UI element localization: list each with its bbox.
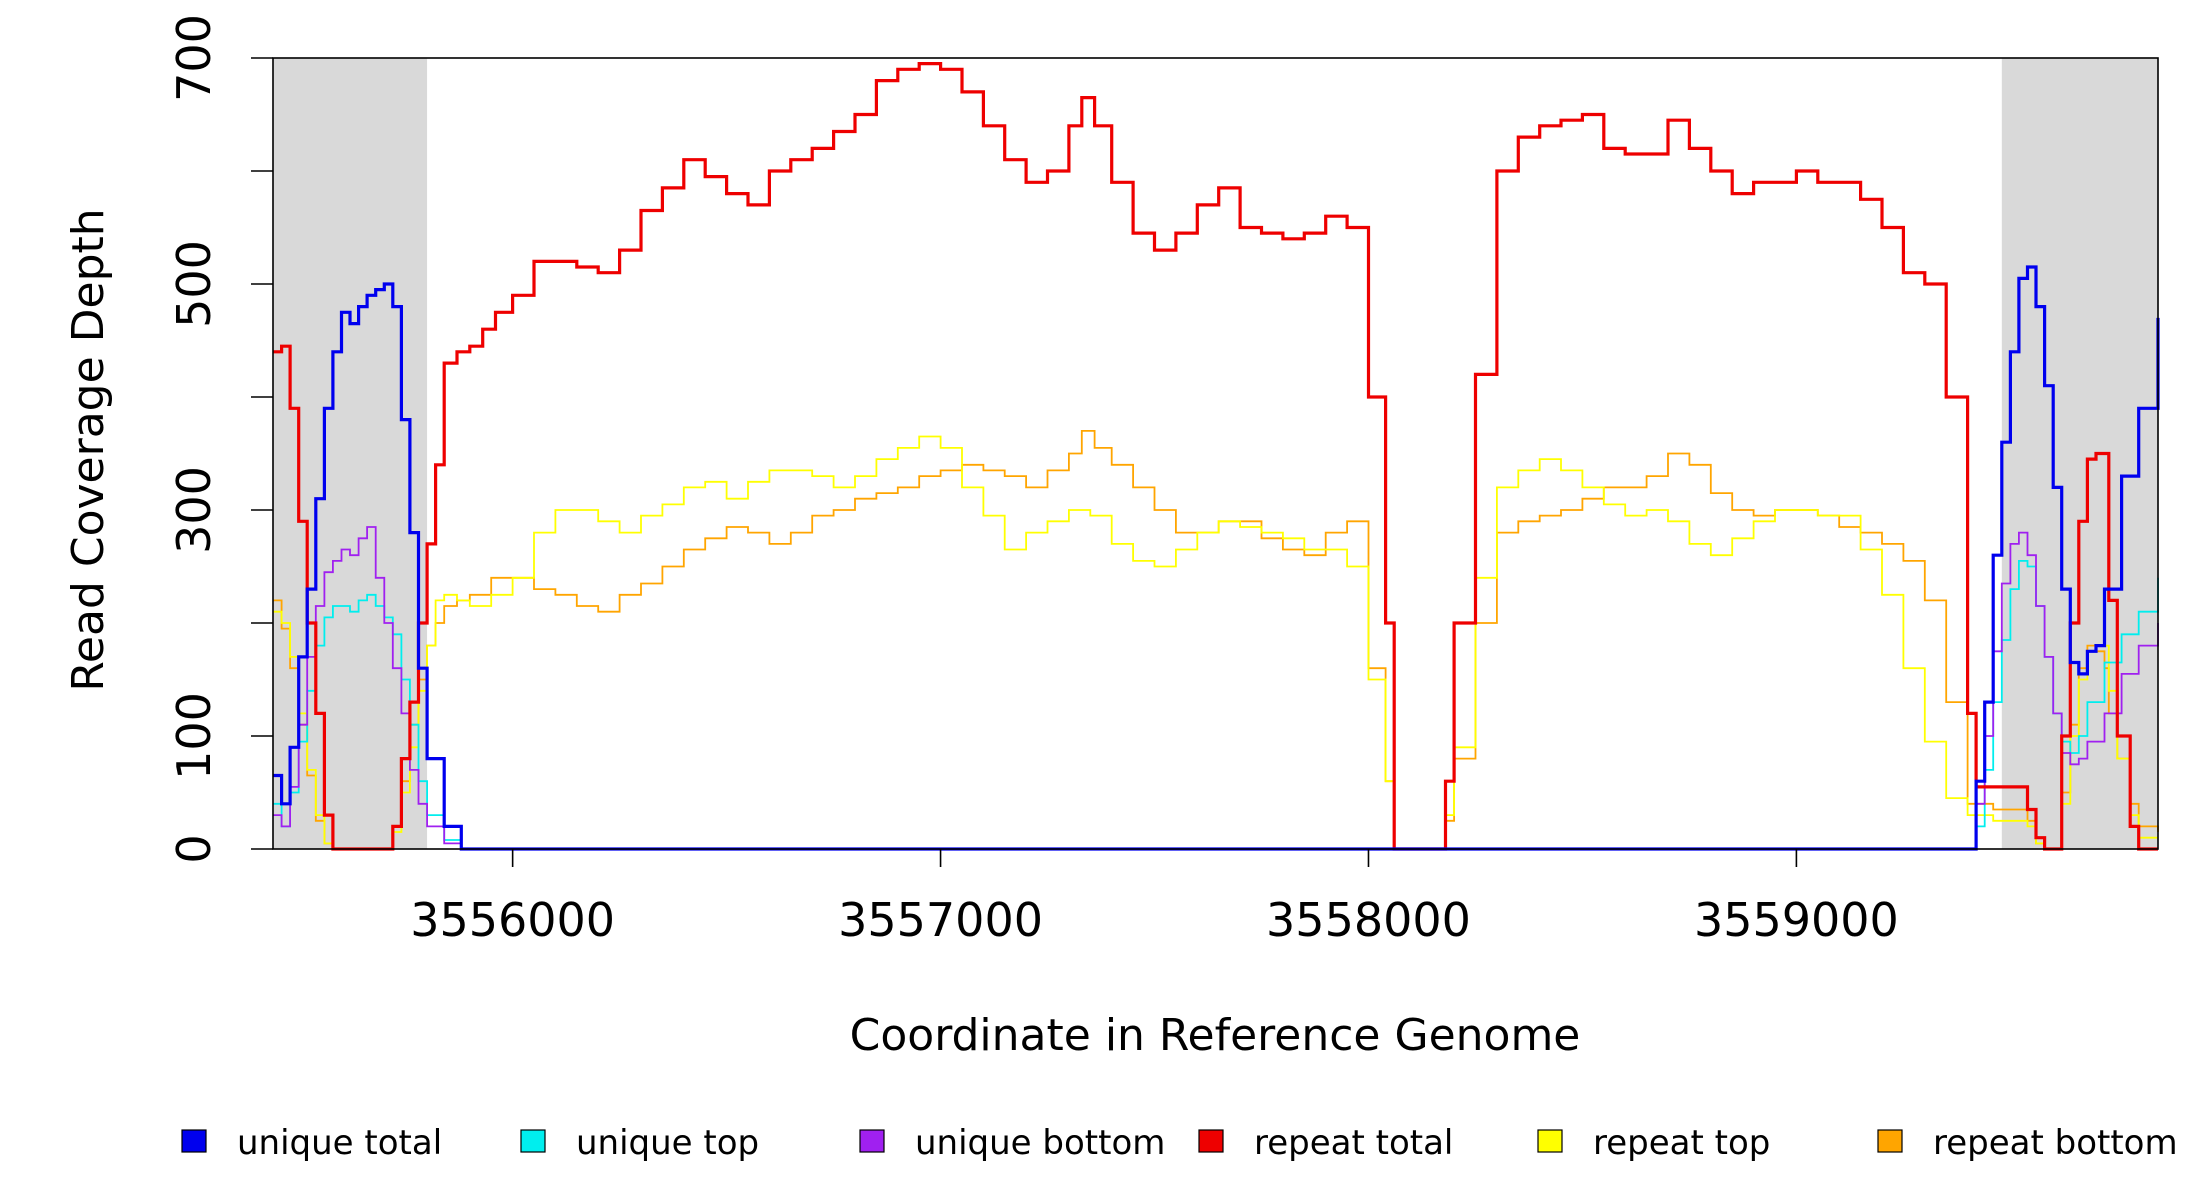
x-tick-label: 3557000 xyxy=(838,893,1043,947)
legend-label: unique bottom xyxy=(915,1123,1165,1163)
legend-item-unique-total: unique total xyxy=(181,1123,442,1163)
x-axis-title: Coordinate in Reference Genome xyxy=(850,1010,1581,1061)
y-axis-title: Read Coverage Depth xyxy=(63,208,114,691)
plot-frame xyxy=(272,57,2159,850)
legend-item-unique-top: unique top xyxy=(520,1123,759,1163)
legend-label: unique total xyxy=(237,1123,442,1163)
legend-item-repeat-total: repeat total xyxy=(1198,1123,1453,1163)
series-line-unique-top xyxy=(273,560,2159,850)
legend-label: repeat total xyxy=(1254,1123,1453,1163)
legend-swatch xyxy=(859,1129,885,1153)
series-lines xyxy=(273,62,2160,851)
legend-label: unique top xyxy=(576,1123,759,1163)
x-tick-label: 3559000 xyxy=(1694,893,1899,947)
legend-item-unique-bottom: unique bottom xyxy=(859,1123,1165,1163)
x-axis: 3556000 3557000 3558000 3559000 xyxy=(410,849,1899,947)
legend-swatch xyxy=(520,1129,546,1153)
shaded-regions xyxy=(273,58,2158,849)
series-line-unique-bottom xyxy=(273,526,2159,850)
legend-item-repeat-top: repeat top xyxy=(1537,1123,1770,1163)
series-line-repeat-top xyxy=(273,435,2158,850)
x-tick-label: 3556000 xyxy=(410,893,615,947)
series-line-repeat-total xyxy=(273,62,2158,851)
legend-item-repeat-bottom: repeat bottom xyxy=(1877,1123,2178,1163)
x-tick-label: 3558000 xyxy=(1266,893,1471,947)
legend-label: repeat top xyxy=(1593,1123,1770,1163)
legend-swatch xyxy=(1877,1129,1903,1153)
legend-swatch xyxy=(1198,1129,1224,1153)
legend-label: repeat bottom xyxy=(1933,1123,2178,1163)
y-tick-label: 500 xyxy=(167,240,221,328)
y-tick-label: 300 xyxy=(167,466,221,554)
legend-swatch xyxy=(181,1129,207,1153)
y-axis: 0 100 300 500 700 xyxy=(167,14,273,864)
shaded-region-2 xyxy=(2001,58,2158,849)
series-line-unique-total xyxy=(273,265,2160,851)
y-tick-label: 700 xyxy=(167,14,221,102)
y-tick-label: 100 xyxy=(167,692,221,780)
y-tick-label: 0 xyxy=(167,834,221,863)
series-line-repeat-bottom xyxy=(273,430,2159,850)
legend: unique total unique top unique bottom repea… xyxy=(181,1123,2178,1163)
shaded-region-1 xyxy=(273,58,428,849)
legend-swatch xyxy=(1537,1129,1563,1153)
